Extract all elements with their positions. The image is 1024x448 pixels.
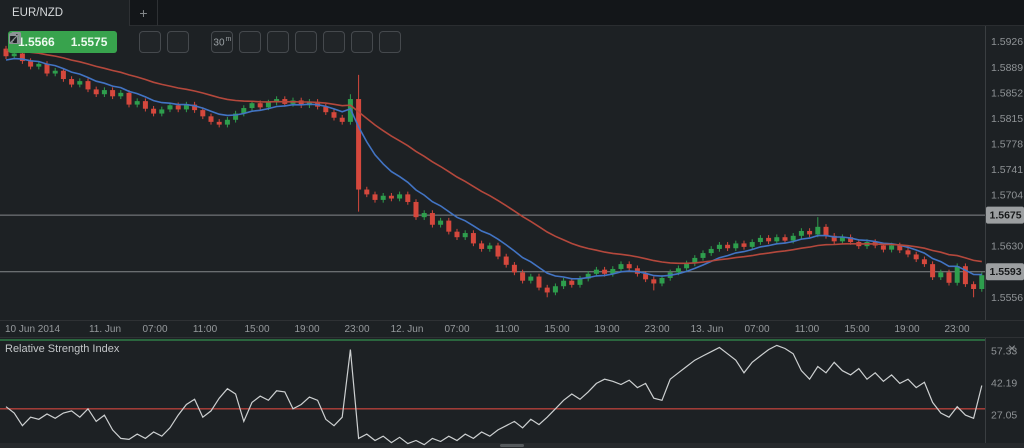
ma-fast-line (5, 57, 982, 280)
time-tick: 11:00 (494, 324, 520, 335)
time-tick: 11:00 (192, 324, 218, 335)
draw-pen-button[interactable] (8, 31, 402, 53)
chart-type-button[interactable] (10, 31, 262, 53)
rsi-line (5, 344, 983, 446)
expand-button[interactable] (9, 31, 318, 53)
price-axis-label: 1.5704 (991, 190, 1023, 202)
time-tick: 19:00 (594, 324, 620, 335)
price-axis-label: 1.5815 (991, 113, 1023, 125)
time-tick: 15:00 (544, 324, 570, 335)
price-axis-label: 1.5889 (991, 62, 1023, 74)
price-level-badge: 1.5593 (990, 266, 1022, 278)
timeframe-button[interactable]: 30m (211, 31, 234, 53)
time-tick: 13. Jun (690, 324, 724, 335)
price-axis-label: 1.5630 (991, 241, 1023, 253)
main-chart[interactable]: 1.5926 1.5889 1.5852 1.5815 1.5778 1.5741 1.57… (0, 26, 1024, 320)
horizontal-scrollbar[interactable] (0, 443, 1024, 448)
bid-price: 1.5566 (18, 35, 55, 49)
time-tick: 10 Jun 2014 (5, 324, 61, 335)
ma-slow-line (5, 49, 982, 265)
price-axis-label: 1.5741 (991, 164, 1023, 176)
price-axis-label: 1.5778 (991, 138, 1023, 150)
price-axis-label: 1.5852 (991, 87, 1023, 99)
rsi-level-lines (0, 339, 985, 410)
tab-eurnzd[interactable]: EUR/NZD (0, 0, 130, 26)
timeframe-label: 30m (213, 35, 232, 49)
time-tick: 23:00 (944, 324, 970, 335)
time-tick: 15:00 (244, 324, 270, 335)
tab-bar: EUR/NZD + (0, 0, 1024, 26)
time-tick: 19:00 (294, 324, 320, 335)
rsi-axis-label: 42.19 (991, 378, 1017, 390)
layers-button[interactable] (8, 31, 346, 53)
indicators-button[interactable] (9, 31, 290, 53)
time-tick: 12. Jun (390, 324, 424, 335)
new-tab-button[interactable]: + (130, 0, 158, 26)
time-tick: 07:00 (444, 324, 470, 335)
tab-eurnzd-label: EUR/NZD (12, 7, 64, 19)
price-axis-label: 1.5926 (991, 36, 1023, 48)
rsi-title: Relative Strength Index (5, 343, 120, 355)
rsi-panel: 57.33 42.19 27.05 Relative Strength Index … (0, 338, 1024, 448)
time-tick: 11:00 (794, 324, 820, 335)
close-icon: × (1007, 340, 1016, 356)
time-tick: 07:00 (142, 324, 168, 335)
price-axis: 1.5926 1.5889 1.5852 1.5815 1.5778 1.5741 1.57… (985, 26, 1023, 320)
rsi-chart[interactable]: 57.33 42.19 27.05 (0, 338, 1024, 448)
price-level-lines (0, 214, 985, 273)
chart-toolbar: 1.5566 1.5575 (8, 31, 402, 53)
time-tick: 07:00 (744, 324, 770, 335)
moving-average-lines (5, 49, 982, 280)
zoom-in-button[interactable] (9, 31, 190, 53)
edit-note-button[interactable] (8, 31, 374, 53)
time-axis[interactable]: 10 Jun 2014 11. Jun 07:00 11:00 15:00 19:00 23… (0, 320, 1024, 338)
rsi-axis-label: 27.05 (991, 410, 1017, 422)
rsi-axis-label: 57.33 (991, 346, 1017, 358)
main-chart-area: 1.5926 1.5889 1.5852 1.5815 1.5778 1.5741 1.57… (0, 26, 1024, 320)
price-axis-label: 1.5556 (991, 292, 1023, 304)
time-tick: 15:00 (844, 324, 870, 335)
price-level-badge: 1.5675 (990, 210, 1022, 222)
price-level-badges: 1.5675 1.5593 (986, 206, 1024, 281)
time-tick: 11. Jun (88, 324, 122, 335)
rsi-close-button[interactable]: × (1008, 340, 1016, 356)
time-tick: 23:00 (344, 324, 370, 335)
ask-price: 1.5575 (70, 35, 108, 49)
plus-icon: + (139, 5, 148, 21)
zoom-out-button[interactable] (9, 31, 162, 53)
rsi-axis: 57.33 42.19 27.05 (985, 338, 1017, 443)
scrollbar-thumb[interactable] (500, 444, 524, 447)
quote-badge[interactable]: 1.5566 1.5575 (8, 31, 118, 53)
time-tick: 23:00 (644, 324, 670, 335)
time-tick: 19:00 (894, 324, 920, 335)
candlesticks (3, 45, 985, 298)
